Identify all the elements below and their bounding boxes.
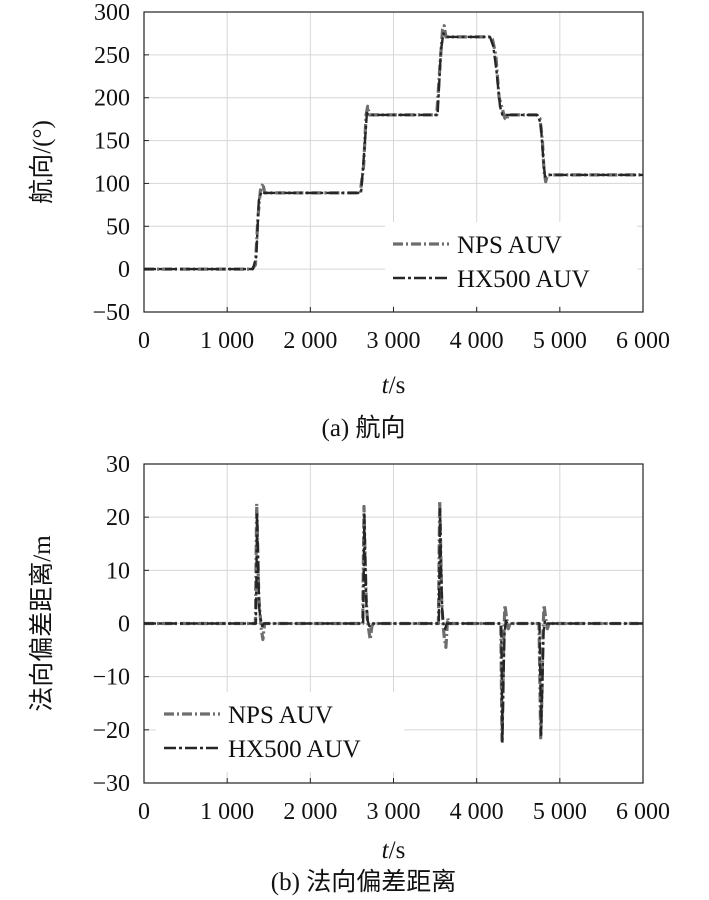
x-tick-label: 4 000 [450,328,504,354]
legend-box [385,222,637,306]
y-tick-label: 250 [94,43,130,69]
y-tick-label: 300 [94,0,130,26]
chart-caption: (a) 航向 [322,414,406,442]
x-tick-label: 1 000 [200,799,254,825]
chart-heading: 0 1 000 2 000 3 000 4 000 5 000 6 000 −50 0 50 100… [28,0,670,442]
x-tick-label: 6 000 [616,328,670,354]
legend: NPS AUV HX500 AUV [156,692,404,772]
y-tick-label: 100 [94,171,130,197]
x-axis-unit: /s [389,837,406,864]
y-axis-label: 航向/(°) [28,120,56,204]
legend: NPS AUV HX500 AUV [385,222,637,306]
y-tick-label: −30 [92,771,130,797]
x-tick-label: 4 000 [450,799,504,825]
x-axis-variable: t [382,837,390,864]
x-axis-unit: /s [389,372,406,399]
y-tick-label: 50 [106,214,130,240]
y-tick-label: 30 [106,452,130,478]
series-line-hx500-auv [144,508,643,745]
legend-label: NPS AUV [457,232,562,259]
y-tick-label: 0 [118,257,130,283]
chart-caption: (b) 法向偏差距离 [271,868,456,896]
y-tick-label: −50 [92,300,130,326]
x-tick-label: 0 [138,799,150,825]
x-tick-label: 2 000 [283,799,337,825]
y-tick-label: −20 [92,718,130,744]
x-axis-variable: t [382,372,390,399]
x-tick-label: 5 000 [533,328,587,354]
y-tick-label: 20 [106,505,130,531]
legend-label: HX500 AUV [228,736,361,763]
chart-normal-deviation: 0 1 000 2 000 3 000 4 000 5 000 6 000 −30 −20 −10… [28,452,670,896]
x-tick-label: 3 000 [367,328,421,354]
legend-label: HX500 AUV [457,266,590,293]
y-tick-label: −10 [92,665,130,691]
y-tick-label: 200 [94,86,130,112]
y-tick-label: 0 [118,612,130,638]
legend-box [156,692,404,772]
x-tick-label: 6 000 [616,799,670,825]
x-tick-label: 5 000 [533,799,587,825]
legend-label: NPS AUV [228,702,333,729]
x-tick-label: 0 [138,328,150,354]
x-tick-label: 3 000 [367,799,421,825]
x-tick-label: 2 000 [283,328,337,354]
y-tick-label: 10 [106,558,130,584]
x-axis-label: t/s [382,372,406,399]
x-tick-label: 1 000 [200,328,254,354]
y-axis-label: 法向偏差距离/m [28,535,56,712]
x-axis-label: t/s [382,837,406,864]
y-tick-label: 150 [94,129,130,155]
series-line-nps-auv [144,24,643,271]
